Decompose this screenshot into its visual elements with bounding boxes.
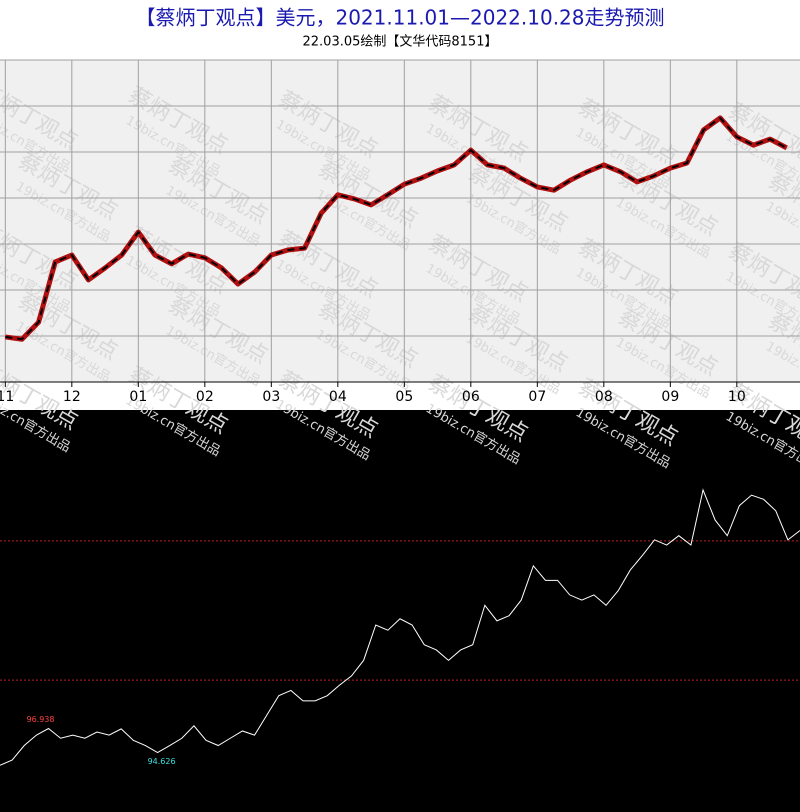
data-label: 94.626	[148, 757, 176, 766]
data-label: 96.938	[26, 715, 54, 724]
x-tick-label: 06	[462, 389, 480, 405]
x-tick-label: 02	[196, 389, 214, 405]
x-tick-label: 03	[262, 389, 280, 405]
chart-title: 【蔡炳丁观点】美元，2021.11.01—2022.10.28走势预测	[135, 6, 664, 30]
top-plot-area	[0, 60, 800, 382]
x-tick-label: 08	[595, 389, 613, 405]
x-tick-label: 01	[129, 389, 147, 405]
bottom-background	[0, 410, 800, 812]
x-tick-label: 10	[728, 389, 746, 405]
x-tick-label: 09	[661, 389, 679, 405]
chart-subtitle: 22.03.05绘制【文华代码8151】	[303, 35, 498, 50]
x-tick-label: 11	[0, 389, 14, 405]
x-tick-label: 04	[329, 389, 347, 405]
forecast-line-dash	[5, 116, 788, 341]
x-tick-label: 12	[63, 389, 81, 405]
x-tick-label: 07	[528, 389, 546, 405]
x-tick-label: 05	[395, 389, 413, 405]
price-line	[0, 488, 800, 766]
